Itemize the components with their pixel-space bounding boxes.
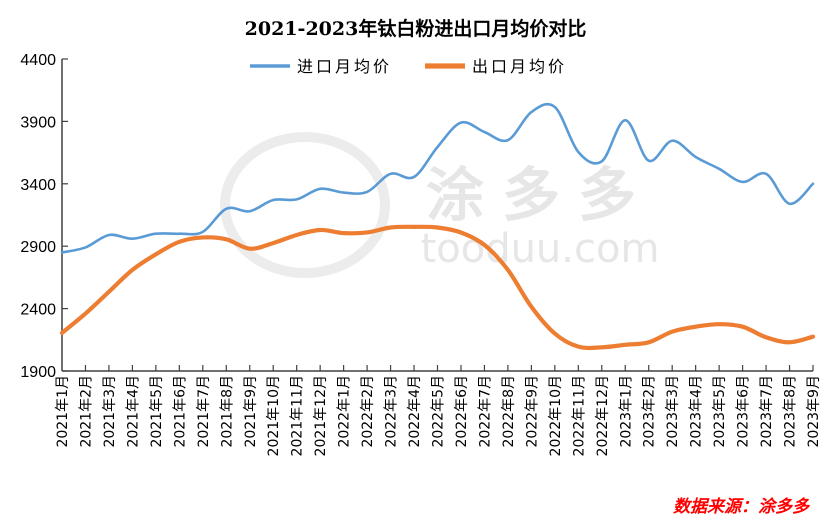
- x-tick-label: 2021年8月: [219, 375, 235, 448]
- x-tick-label: 2022年3月: [384, 375, 400, 448]
- legend-label: 出口月均价: [472, 57, 567, 76]
- y-tick-label: 2900: [20, 239, 56, 256]
- x-tick-label: 2021年5月: [149, 375, 165, 448]
- x-tick-label: 2023年4月: [689, 375, 705, 448]
- x-tick-label: 2021年9月: [243, 375, 259, 448]
- x-tick-label: 2023年6月: [736, 375, 752, 448]
- x-tick-label: 2022年12月: [595, 375, 611, 456]
- x-tick-label: 2023年5月: [712, 375, 728, 448]
- x-tick-label: 2023年2月: [642, 375, 658, 448]
- y-tick-label: 1900: [20, 364, 56, 381]
- x-tick-label: 2022年5月: [431, 375, 447, 448]
- y-tick-label: 3900: [20, 114, 56, 131]
- x-tick-label: 2021年3月: [102, 375, 118, 448]
- watermark-text: 涂多多: [426, 161, 654, 229]
- y-tick-label: 3400: [20, 177, 56, 194]
- watermark-logo: [220, 132, 390, 278]
- x-tick-label: 2023年1月: [618, 375, 634, 448]
- x-tick-label: 2023年9月: [806, 375, 822, 448]
- x-tick-label: 2022年4月: [407, 375, 423, 448]
- x-tick-label: 2022年10月: [548, 375, 564, 456]
- chart-title: 2021-2023年钛白粉进出口月均价对比: [244, 18, 587, 40]
- x-tick-label: 2022年9月: [524, 375, 540, 448]
- x-tick-label: 2021年6月: [172, 375, 188, 448]
- x-tick-label: 2022年2月: [360, 375, 376, 448]
- x-tick-label: 2022年11月: [571, 375, 587, 456]
- source-note: 数据来源：涂多多: [673, 497, 809, 517]
- x-tick-label: 2023年3月: [665, 375, 681, 448]
- x-tick-label: 2021年4月: [125, 375, 141, 448]
- x-tick-label: 2021年11月: [290, 375, 306, 456]
- x-tick-label: 2021年2月: [78, 375, 94, 448]
- x-tick-label: 2021年7月: [196, 375, 212, 448]
- x-tick-label: 2023年7月: [759, 375, 775, 448]
- x-tick-label: 2021年1月: [55, 375, 71, 448]
- x-tick-label: 2022年7月: [477, 375, 493, 448]
- y-tick-label: 2400: [20, 302, 56, 319]
- x-tick-label: 2022年6月: [454, 375, 470, 448]
- x-tick-label: 2022年1月: [337, 375, 353, 448]
- x-tick-label: 2022年8月: [501, 375, 517, 448]
- x-tick-label: 2023年8月: [783, 375, 799, 448]
- legend-label: 进口月均价: [297, 57, 392, 76]
- x-tick-label: 2021年12月: [313, 375, 329, 456]
- x-tick-label: 2021年10月: [266, 375, 282, 456]
- y-tick-label: 4400: [20, 52, 56, 69]
